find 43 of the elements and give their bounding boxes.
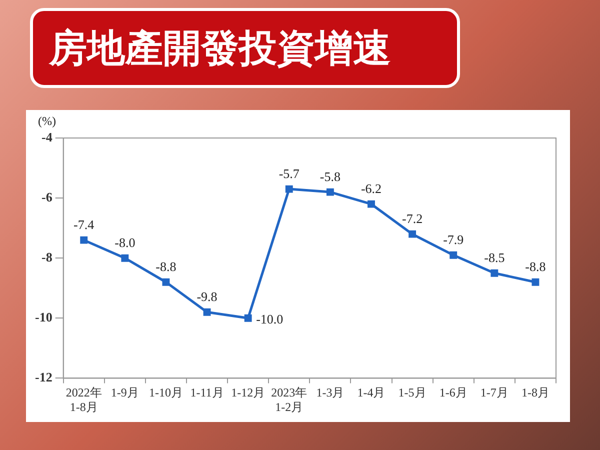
x-tick-label: 1-11月 — [190, 386, 224, 400]
point — [162, 278, 170, 286]
y-axis-title: (%) — [38, 114, 56, 128]
data-label: -8.8 — [156, 259, 176, 274]
data-label: -8.0 — [114, 235, 136, 250]
x-tick-label: 1-9月 — [110, 386, 139, 400]
point — [121, 254, 129, 262]
y-tick-label: -12 — [34, 370, 52, 385]
point — [203, 308, 211, 316]
point — [532, 278, 540, 286]
chart-title: 房地產開發投資增速 — [30, 8, 460, 88]
x-tick-label: 1-12月 — [231, 386, 266, 400]
point — [450, 251, 458, 259]
x-tick-label: 2023年 1-2月 — [271, 386, 308, 414]
point — [368, 200, 375, 208]
x-tick-label: 1-8月 — [521, 386, 550, 400]
data-label: -9.8 — [196, 289, 218, 304]
x-tick-label: 1-7月 — [480, 386, 508, 400]
point — [80, 236, 88, 244]
x-tick-label: 1-6月 — [439, 386, 468, 400]
data-label: -7.9 — [443, 232, 464, 248]
data-label: -8.5 — [484, 250, 505, 266]
point — [408, 230, 416, 238]
y-tick-label: -6 — [41, 189, 53, 204]
y-tick-label: -8 — [41, 249, 53, 264]
x-tick-label: 1-10月 — [148, 386, 183, 400]
point — [244, 314, 252, 322]
data-label: -8.8 — [525, 259, 546, 274]
y-tick-label: -10 — [34, 310, 52, 325]
point — [285, 185, 293, 193]
data-label: -7.2 — [402, 211, 423, 226]
x-tick-label: 1-5月 — [398, 386, 426, 400]
y-tick-label: -4 — [41, 129, 53, 144]
data-label: -5.7 — [278, 166, 300, 181]
data-label: -6.2 — [360, 180, 382, 196]
point — [326, 188, 334, 196]
data-label: -10.0 — [256, 312, 284, 327]
point — [490, 269, 498, 277]
data-label: -5.8 — [320, 168, 340, 184]
x-tick-label: 2022年 1-8月 — [66, 386, 102, 414]
data-label: -7.4 — [74, 217, 95, 232]
x-tick-label: 1-4月 — [357, 386, 386, 400]
x-tick-label: 1-3月 — [316, 386, 344, 400]
